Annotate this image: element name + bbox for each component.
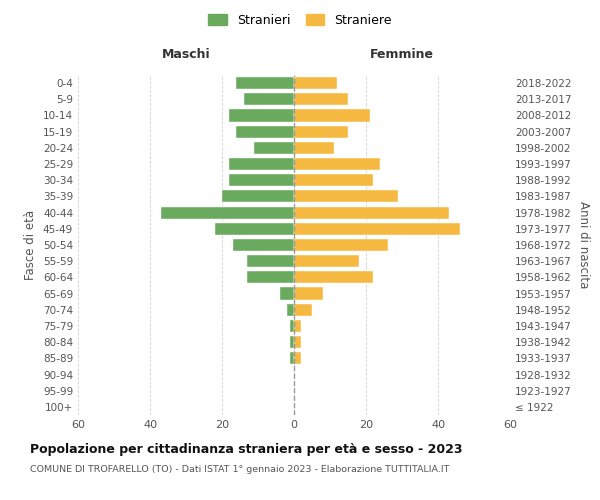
Bar [229,174,294,186]
Bar [229,110,294,122]
Bar [294,158,380,170]
Bar [254,142,294,154]
Bar [294,288,323,300]
Bar [294,126,348,138]
Text: Maschi: Maschi [161,48,211,62]
Bar [222,190,294,202]
Bar [236,77,294,89]
Bar [294,206,449,218]
Bar [244,93,294,106]
Bar [290,336,294,348]
Bar [290,320,294,332]
Bar [294,142,334,154]
Bar [294,272,373,283]
Bar [161,206,294,218]
Y-axis label: Anni di nascita: Anni di nascita [577,202,590,288]
Legend: Stranieri, Straniere: Stranieri, Straniere [203,8,397,32]
Bar [233,239,294,251]
Y-axis label: Fasce di età: Fasce di età [25,210,37,280]
Text: COMUNE DI TROFARELLO (TO) - Dati ISTAT 1° gennaio 2023 - Elaborazione TUTTITALIA: COMUNE DI TROFARELLO (TO) - Dati ISTAT 1… [30,466,449,474]
Bar [287,304,294,316]
Bar [280,288,294,300]
Text: Popolazione per cittadinanza straniera per età e sesso - 2023: Popolazione per cittadinanza straniera p… [30,442,463,456]
Bar [229,158,294,170]
Bar [294,320,301,332]
Bar [294,190,398,202]
Bar [247,272,294,283]
Bar [294,352,301,364]
Bar [294,239,388,251]
Bar [294,255,359,268]
Bar [294,174,373,186]
Bar [290,352,294,364]
Bar [294,336,301,348]
Bar [294,93,348,106]
Bar [294,304,312,316]
Bar [236,126,294,138]
Bar [247,255,294,268]
Bar [215,222,294,235]
Text: Femmine: Femmine [370,48,434,62]
Bar [294,222,460,235]
Bar [294,110,370,122]
Bar [294,77,337,89]
